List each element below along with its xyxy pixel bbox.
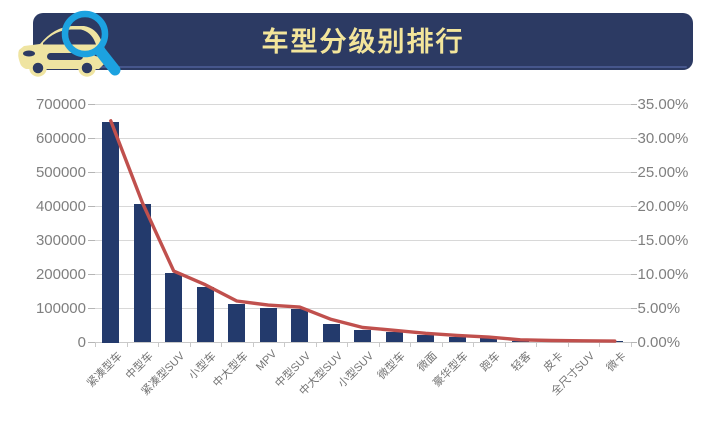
gridline xyxy=(95,138,631,139)
bar-皮卡 xyxy=(543,340,561,343)
x-axis-tick xyxy=(504,342,506,347)
bar-中型SUV xyxy=(291,309,309,343)
bar-微型车 xyxy=(385,332,403,343)
x-axis-tick xyxy=(221,342,222,347)
y-axis-left-label: 300000 xyxy=(35,231,86,249)
y-axis-left-label: 0 xyxy=(77,333,86,351)
page-title: 车型分级别排行 xyxy=(261,27,465,57)
y-axis-left-label: 600000 xyxy=(35,129,86,147)
y-axis-left-tick xyxy=(88,342,95,343)
y-axis-right-label: 0.00% xyxy=(637,333,681,351)
gridline xyxy=(95,172,631,173)
x-axis-tick xyxy=(126,342,128,347)
y-axis-right-label: 15.00% xyxy=(637,231,689,249)
y-axis-left-tick xyxy=(88,138,95,139)
bar-豪华型车 xyxy=(448,336,466,343)
bar-紧凑型SUV xyxy=(165,272,183,343)
car-search-icon xyxy=(18,10,121,77)
y-axis-left-tick xyxy=(88,308,95,309)
x-axis-label: 微型车 xyxy=(376,350,408,382)
y-axis-left-label: 700000 xyxy=(35,95,86,113)
y-axis-left-tick xyxy=(88,274,95,275)
y-axis-right-tick xyxy=(630,172,637,173)
x-axis-label: 紧凑型车 xyxy=(84,350,125,390)
y-axis-right-tick xyxy=(630,308,637,309)
x-axis-tick xyxy=(347,342,348,347)
gridline xyxy=(95,240,631,241)
bar-微卡 xyxy=(606,341,624,343)
bar-中型车 xyxy=(133,203,151,343)
y-axis-right-label: 20.00% xyxy=(637,197,689,215)
bar-小型SUV xyxy=(354,330,372,343)
x-axis-tick xyxy=(158,342,159,347)
x-axis-tick xyxy=(441,342,443,347)
bar-跑车 xyxy=(480,338,498,343)
bar-中大型SUV xyxy=(322,323,340,343)
y-axis-right-tick xyxy=(630,240,637,241)
y-axis-right-label: 10.00% xyxy=(637,265,689,283)
bar-微面 xyxy=(417,335,435,343)
x-axis-tick xyxy=(599,342,600,347)
y-axis-left-label: 500000 xyxy=(35,163,86,181)
y-axis-left-tick xyxy=(88,172,95,173)
x-axis-tick xyxy=(95,342,96,347)
y-axis-left-tick xyxy=(88,104,95,105)
x-axis-tick xyxy=(315,342,317,347)
gridline xyxy=(95,206,631,207)
y-axis-right-tick xyxy=(630,138,637,139)
x-axis-label: 跑车 xyxy=(478,350,503,375)
bar-全尺寸SUV xyxy=(574,341,592,343)
x-axis-tick xyxy=(630,342,632,347)
y-axis-left-label: 200000 xyxy=(35,265,86,283)
x-axis-tick xyxy=(252,342,254,347)
bar-小型车 xyxy=(196,287,214,343)
y-axis-right-label: 35.00% xyxy=(637,95,689,113)
bar-中大型车 xyxy=(228,304,246,343)
y-axis-left-label: 100000 xyxy=(35,299,86,317)
bar-轻客 xyxy=(511,340,529,343)
bar-紧凑型车 xyxy=(102,121,120,343)
gridline xyxy=(95,104,631,105)
y-axis-right-tick xyxy=(630,206,637,207)
car-icon xyxy=(18,26,106,77)
banner-highlight xyxy=(39,66,687,68)
y-axis-left-label: 400000 xyxy=(35,197,86,215)
y-axis-right-label: 30.00% xyxy=(637,129,689,147)
header-banner: 车型分级别排行 xyxy=(33,13,693,70)
x-axis-tick xyxy=(410,342,411,347)
y-axis-right-label: 5.00% xyxy=(637,299,681,317)
y-axis-right-tick xyxy=(630,342,637,343)
x-axis-tick xyxy=(378,342,380,347)
x-axis-tick xyxy=(567,342,569,347)
x-axis-label: 轻客 xyxy=(509,350,534,375)
magnifier-icon xyxy=(61,10,121,76)
x-axis-tick xyxy=(284,342,285,347)
x-axis-tick xyxy=(536,342,537,347)
x-axis-tick xyxy=(189,342,191,347)
y-axis-right-tick xyxy=(630,274,637,275)
bar-MPV xyxy=(259,307,277,343)
x-axis-label: MPV xyxy=(254,348,280,374)
x-axis-label: 微卡 xyxy=(604,350,629,375)
y-axis-left-tick xyxy=(88,206,95,207)
y-axis-right-tick xyxy=(630,104,637,105)
y-axis-left-tick xyxy=(88,240,95,241)
x-axis-tick xyxy=(473,342,474,347)
y-axis-right-label: 25.00% xyxy=(637,163,689,181)
